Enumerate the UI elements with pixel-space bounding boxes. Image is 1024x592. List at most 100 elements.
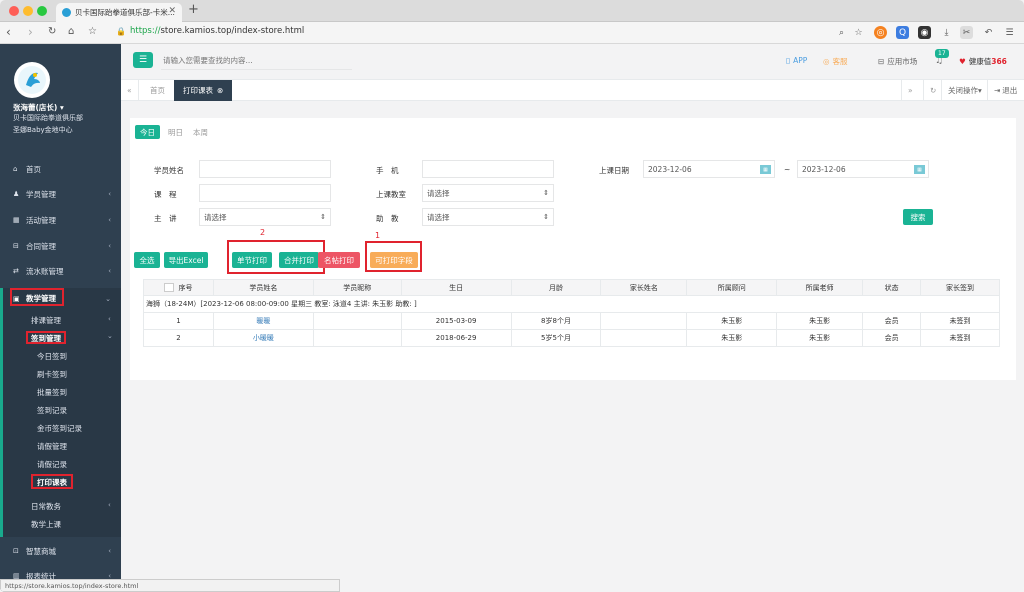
camera-icon[interactable]: ◉ (918, 26, 931, 39)
reload-icon[interactable]: ↻ (48, 26, 57, 37)
date-tab-week[interactable]: 本周 (193, 127, 208, 137)
calendar-icon[interactable]: ▦ (760, 165, 771, 174)
phone-input[interactable] (422, 160, 554, 178)
sub-leave-records[interactable]: 请假记录 (37, 460, 67, 469)
lecturer-select[interactable]: 请选择 ⇕ (199, 208, 331, 226)
maximize-window-icon[interactable] (37, 6, 47, 16)
support-icon: ◎ (823, 57, 830, 66)
menu-activities[interactable]: ▦ 活动管理 ‹ (13, 215, 111, 225)
menu-teaching[interactable]: ▣ 教学管理 ⌄ (0, 288, 121, 309)
student-name-input[interactable] (199, 160, 331, 178)
page-tab-home[interactable]: 首页 (150, 86, 165, 95)
group-row: 海狮（18-24M）[2023-12-06 08:00-09:00 星期三 教室… (143, 295, 1000, 313)
undo-icon[interactable]: ↶ (984, 27, 993, 38)
address-bar[interactable]: 🔒 https:// store.kamios.top/index-store.… (116, 26, 304, 36)
select-all-button[interactable]: 全选 (134, 252, 160, 268)
table-row[interactable]: 2 小暖暖 2018-06-29 5岁5个月 朱玉影 朱玉影 会员 未签到 (143, 329, 1000, 347)
column-header: 家长签到 (920, 279, 1000, 296)
sub-today-signin[interactable]: 今日签到 (37, 352, 67, 361)
chevron-left-icon: ‹ (108, 572, 111, 580)
printable-fields-button[interactable]: 可打印字段 (370, 252, 418, 268)
close-ops-dropdown[interactable]: 关闭操作 ▾ (941, 80, 988, 101)
close-window-icon[interactable] (9, 6, 19, 16)
group-row-text: 海狮（18-24M）[2023-12-06 08:00-09:00 星期三 教室… (143, 295, 1000, 313)
cell-status: 会员 (862, 329, 922, 347)
sub-leave-manage[interactable]: 请假管理 (37, 442, 67, 451)
menu-mall[interactable]: ⊡ 智慧商城 ‹ (13, 546, 111, 556)
sticker-print-button[interactable]: 名帖打印 (318, 252, 360, 268)
menu-icon[interactable]: ☰ (1005, 27, 1014, 38)
exchange-icon: ⇄ (13, 267, 19, 275)
date-tab-tomorrow[interactable]: 明日 (168, 127, 183, 137)
cell-birthday: 2015-03-09 (400, 312, 512, 330)
export-excel-button[interactable]: 导出Excel (164, 252, 208, 268)
scissors-icon[interactable]: ✂ (960, 26, 973, 39)
date-from-input[interactable]: 2023-12-06 ▦ (643, 160, 775, 178)
tabs-scroll-left-icon[interactable]: « (121, 80, 139, 101)
extension-orange-icon[interactable]: ◎ (874, 26, 887, 39)
sub-scheduling[interactable]: 排课管理 (31, 316, 61, 325)
title-bar: 贝卡国际跆拳道俱乐部-卡米... ✕ + (0, 0, 1024, 22)
menu-students[interactable]: ♟ 学员管理 ‹ (13, 189, 111, 199)
refresh-icon[interactable]: ↻ (923, 80, 942, 101)
home-icon[interactable]: ⌂ (68, 26, 75, 37)
select-all-checkbox[interactable] (164, 283, 175, 292)
cell-parent-signin: 未签到 (920, 312, 1000, 330)
kefu-link[interactable]: ◎ 客服 (823, 57, 848, 66)
menu-contracts[interactable]: ⊟ 合同管理 ‹ (13, 241, 111, 251)
search-input[interactable] (161, 52, 352, 70)
user-name[interactable]: 张海蕾(店长) ▾ (13, 103, 64, 112)
date-to-input[interactable]: 2023-12-06 ▦ (797, 160, 929, 178)
sub-print-schedule[interactable]: 打印课表 (37, 478, 67, 487)
lock-icon: 🔒 (116, 26, 126, 36)
column-header[interactable]: 序号 (143, 279, 214, 296)
app-link[interactable]: ▯ APP (786, 56, 808, 65)
date-tab-today[interactable]: 今日 (135, 125, 160, 139)
tab-close-icon[interactable]: ✕ (168, 6, 176, 16)
teaching-submenu (0, 309, 121, 537)
calendar-icon[interactable]: ▦ (914, 165, 925, 174)
back-icon[interactable]: ‹ (6, 25, 11, 39)
bookmark-star-icon[interactable]: ☆ (88, 26, 97, 37)
tabs-scroll-right-icon[interactable]: » (901, 80, 919, 101)
cell-student-name[interactable]: 小暖暖 (212, 329, 314, 347)
table-row[interactable]: 1 暖暖 2015-03-09 8岁8个月 朱玉影 朱玉影 会员 未签到 (143, 312, 1000, 330)
merge-print-button[interactable]: 合并打印 (279, 252, 319, 268)
new-tab-icon[interactable]: + (188, 2, 199, 17)
zoom-icon[interactable]: ⌕ (838, 27, 845, 38)
classroom-select[interactable]: 请选择 ⇕ (422, 184, 554, 202)
sub-batch-signin[interactable]: 批量签到 (37, 388, 67, 397)
forward-icon[interactable]: › (28, 25, 33, 39)
sub-coin-signin[interactable]: 金币签到记录 (37, 424, 82, 433)
tab-close-icon[interactable]: ⊗ (217, 86, 224, 95)
sub-daily-affairs[interactable]: 日常教务 (31, 502, 61, 511)
assistant-select[interactable]: 请选择 ⇕ (422, 208, 554, 226)
health-value[interactable]: ♥ 健康值 366 (959, 57, 1007, 66)
download-icon[interactable]: ⤓ (944, 27, 949, 38)
sub-signin[interactable]: 签到管理 (31, 334, 61, 343)
cell-student-name[interactable]: 暖暖 (212, 312, 314, 330)
page-tab-print-schedule[interactable]: 打印课表 ⊗ (174, 80, 233, 101)
logout-link[interactable]: ⇥ 退出 (987, 80, 1023, 101)
menu-ledger[interactable]: ⇄ 流水账管理 ‹ (13, 266, 111, 276)
menu-home[interactable]: ⌂ 首页 (13, 164, 41, 174)
sub-signin-records[interactable]: 签到记录 (37, 406, 67, 415)
search-button[interactable]: 搜索 (903, 209, 933, 225)
minimize-window-icon[interactable] (23, 6, 33, 16)
label-lecturer: 主 讲 (154, 214, 177, 223)
menu-reports[interactable]: ▥ 报表统计 ‹ (13, 571, 111, 581)
star-icon[interactable]: ☆ (854, 27, 863, 38)
sub-card-signin[interactable]: 刷卡签到 (37, 370, 67, 379)
page-tabs-bar: « 首页 打印课表 ⊗ » ↻ 关闭操作 ▾ ⇥ 退出 (121, 80, 1024, 101)
single-print-button[interactable]: 单节打印 (232, 252, 272, 268)
app-market-link[interactable]: ⊟ 应用市场 (878, 57, 918, 66)
avatar[interactable] (14, 62, 50, 98)
cell-status: 会员 (862, 312, 922, 330)
course-input[interactable] (199, 184, 331, 202)
label-assistant: 助 教 (376, 214, 399, 223)
notification-bell-icon[interactable]: ♫ (935, 56, 944, 66)
sub-teaching-class[interactable]: 教学上课 (31, 520, 61, 529)
hamburger-icon[interactable]: ☰ (133, 52, 153, 68)
extension-blue-icon[interactable]: Q (896, 26, 909, 39)
browser-tab[interactable]: 贝卡国际跆拳道俱乐部-卡米... ✕ (56, 3, 182, 22)
